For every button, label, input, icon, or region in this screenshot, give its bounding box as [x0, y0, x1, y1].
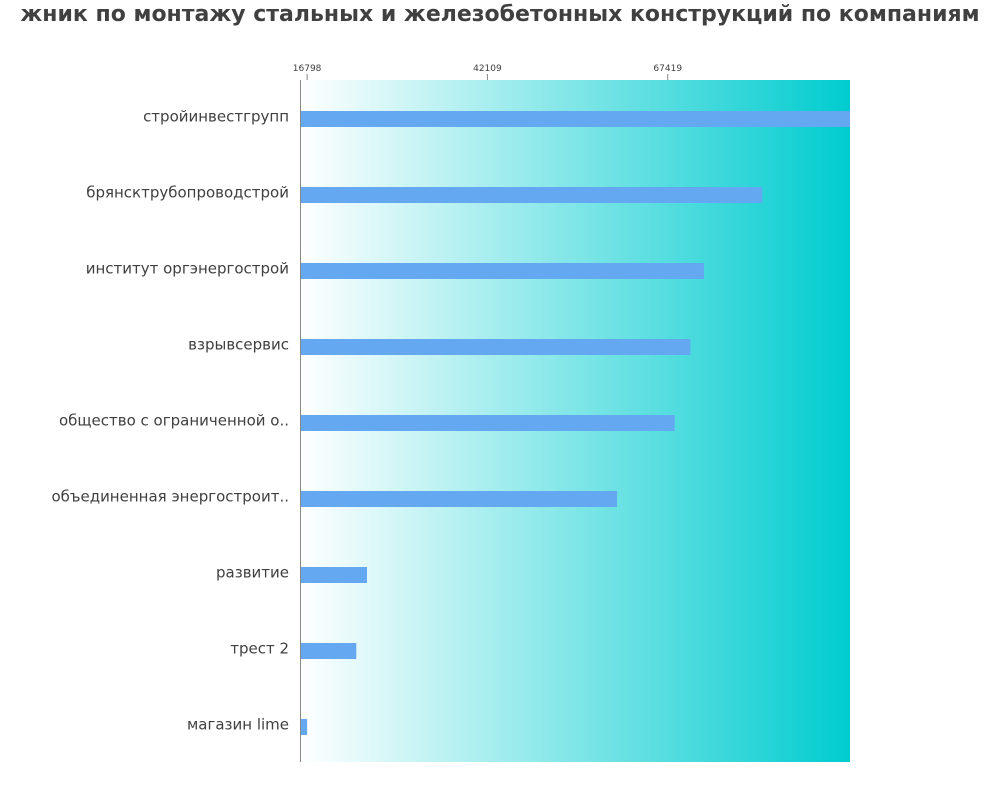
bar-3 — [300, 263, 704, 279]
bar-5 — [300, 415, 675, 431]
bar-6 — [300, 491, 618, 507]
bar-9 — [300, 719, 308, 735]
category-label: стройинвестгрупп — [143, 108, 289, 126]
bar-8 — [300, 643, 357, 659]
x-tick-label: 67419 — [653, 64, 682, 74]
category-label: магазин lime — [187, 716, 289, 734]
category-label: объединенная энергостроит.. — [51, 488, 289, 506]
category-label: брянсктрубопроводстрой — [86, 184, 289, 202]
x-tick-label: 42109 — [473, 64, 502, 74]
bar-7 — [300, 567, 367, 583]
category-label: общество с ограниченной о.. — [59, 412, 289, 430]
category-label: развитие — [216, 564, 289, 582]
x-tick-label: 16798 — [293, 64, 322, 74]
bar-4 — [300, 339, 691, 355]
category-label: взрывсервис — [188, 336, 289, 354]
bar-1 — [300, 111, 850, 127]
category-label: институт оргэнергострой — [86, 260, 289, 278]
chart-title: жник по монтажу стальных и железобетонны… — [20, 2, 980, 27]
bar-2 — [300, 187, 763, 203]
category-label: трест 2 — [230, 640, 289, 658]
